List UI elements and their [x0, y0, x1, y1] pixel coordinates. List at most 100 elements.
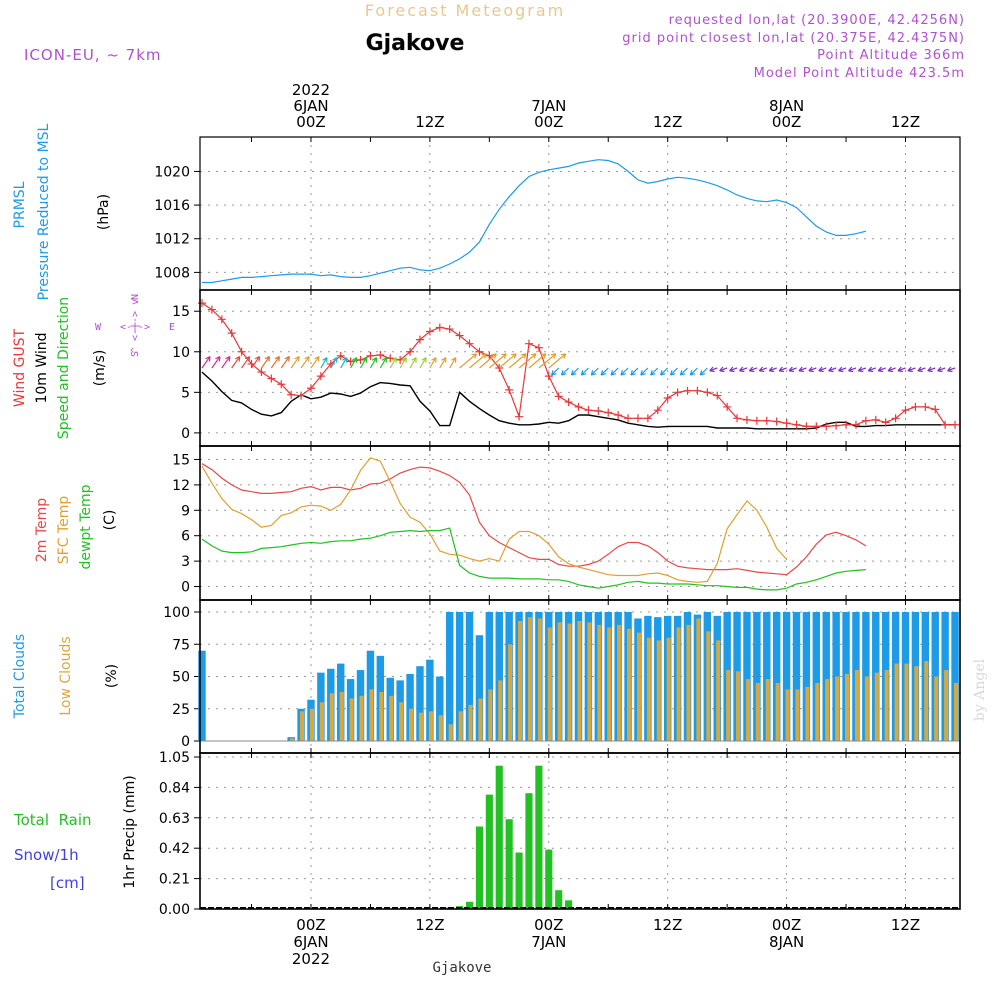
- gust-line-marker: [524, 339, 533, 348]
- wind-direction-arrow: [868, 367, 876, 372]
- top-time-label: 12Z: [415, 113, 444, 131]
- pressure-line: [202, 159, 867, 284]
- wind-direction-arrow: [379, 357, 387, 369]
- wind-direction-arrowhead: [620, 370, 626, 376]
- low-clouds-bar: [547, 627, 552, 741]
- cloud-labels: Total Clouds Low Clouds (%): [12, 634, 120, 719]
- gust-line-marker: [237, 347, 246, 356]
- wind-direction-arrowhead: [451, 357, 457, 363]
- wind-direction-arrowhead: [640, 370, 646, 376]
- wind-direction-arrowhead: [729, 366, 735, 373]
- wind-direction-arrow: [241, 356, 251, 369]
- prmsl-label: PRMSL: [12, 181, 28, 228]
- wind-direction-arrow: [330, 357, 338, 369]
- total-clouds-bar: [822, 612, 830, 741]
- low-clouds-bar: [954, 682, 959, 741]
- gust-line-marker: [257, 368, 266, 377]
- gust-line-marker: [653, 406, 662, 415]
- wind-direction-arrowhead: [857, 366, 864, 373]
- rain-label: Total Rain: [13, 811, 92, 829]
- wind-direction-arrowhead: [689, 370, 696, 376]
- wind-direction-arrowhead: [778, 366, 785, 373]
- low-clouds-bar: [518, 621, 523, 741]
- top-time-label: 00Z: [296, 113, 325, 131]
- top-time-label: 12Z: [891, 113, 920, 131]
- low-clouds-bar: [874, 672, 879, 741]
- wind-direction-arrow: [699, 367, 708, 376]
- wind-direction-arrow: [670, 367, 679, 376]
- gust-line-marker: [762, 416, 771, 425]
- location-title: Gjakove: [366, 31, 465, 56]
- low-clouds-bar: [597, 624, 602, 741]
- low-clouds-bar: [557, 622, 562, 741]
- low-clouds-bar: [369, 689, 374, 741]
- clouds-ytick-label: 100: [163, 605, 190, 621]
- wind-direction-arrow: [848, 367, 857, 372]
- low-clouds-bar: [706, 631, 711, 741]
- wind-direction-arrow: [350, 357, 358, 369]
- gust-line-marker: [594, 406, 603, 415]
- gust-line-marker: [227, 329, 236, 338]
- wind-direction-arrow: [439, 357, 447, 369]
- snow-label: Snow/1h: [14, 846, 79, 864]
- wind-ytick-label: 10: [172, 345, 190, 361]
- precip-panel: 0.00 0.21 0.42 0.63 0.84 1.05: [159, 750, 960, 918]
- low-clouds-bar: [319, 702, 324, 741]
- grid-point-coords: grid point closest lon,lat (20.375E, 42.…: [622, 31, 965, 46]
- low-clouds-bar: [914, 666, 919, 741]
- rain-bar: [545, 849, 553, 909]
- wind-direction-arrowhead: [738, 366, 745, 373]
- wind-direction-arrowhead: [244, 355, 251, 362]
- requested-coords: requested lon,lat (20.3900E, 42.4256N): [669, 13, 965, 28]
- gust-line-marker: [951, 420, 960, 429]
- wind-direction-arrow: [877, 367, 886, 372]
- wind-direction-arrow: [660, 367, 669, 376]
- wind-direction-arrow: [768, 367, 777, 372]
- wind-direction-arrow: [818, 367, 827, 372]
- low-clouds-bar: [944, 670, 949, 741]
- bottom-time-label: 12Z: [891, 916, 920, 934]
- low-clouds-bar: [498, 680, 503, 741]
- wind-direction-arrowhead: [650, 370, 656, 376]
- wind-direction-arrow: [719, 367, 728, 372]
- wind-direction-arrowhead: [560, 353, 567, 359]
- gust-line-marker: [624, 414, 633, 423]
- low-clouds-bar: [825, 679, 830, 741]
- gust-line-marker: [584, 406, 593, 415]
- wind-direction-arrow: [828, 367, 837, 372]
- low-clouds-bar: [676, 627, 681, 741]
- wind-direction-arrow: [221, 356, 231, 369]
- low-clouds-bar: [884, 670, 889, 741]
- wind-direction-arrow: [251, 356, 261, 369]
- precip-ytick-label: 0.84: [159, 780, 190, 796]
- total-clouds-bar: [782, 612, 791, 741]
- top-time-label: 8JAN: [769, 97, 804, 115]
- gust-line-marker: [911, 402, 920, 411]
- wind-labels: Wind GUST 10m Wind Speed and Direction (…: [12, 297, 108, 439]
- wind-direction-arrow: [389, 357, 397, 369]
- total-clouds-bar: [416, 666, 424, 741]
- low-clouds-bar: [696, 618, 701, 741]
- wind-direction-arrow: [571, 367, 579, 376]
- total-clouds-bar: [475, 635, 484, 741]
- model-label: ICON-EU, ~ 7km: [24, 46, 162, 64]
- wind-direction-arrowhead: [907, 366, 913, 373]
- gust-line-marker: [752, 416, 761, 425]
- low-clouds-bar: [399, 702, 404, 741]
- wind10-label: 10m Wind: [34, 332, 50, 403]
- wind-direction-arrow: [739, 367, 748, 372]
- gust-line-marker: [693, 386, 702, 395]
- temperature-ytick-label: 15: [172, 452, 190, 468]
- gust-line-marker: [544, 372, 553, 381]
- low-clouds-bar: [646, 637, 651, 741]
- point-altitude: Point Altitude 366m: [817, 48, 965, 63]
- gust-line-marker: [346, 357, 355, 366]
- wind-unit-label: (m/s): [92, 350, 108, 387]
- wind-direction-arrow: [749, 367, 758, 372]
- wind-direction-arrow: [369, 357, 377, 369]
- low-clouds-bar: [428, 711, 433, 741]
- wind-direction-arrow: [798, 367, 807, 372]
- wind-direction-arrowhead: [225, 355, 231, 362]
- pressure-panel: 1008 1012 1016 1020: [154, 137, 960, 290]
